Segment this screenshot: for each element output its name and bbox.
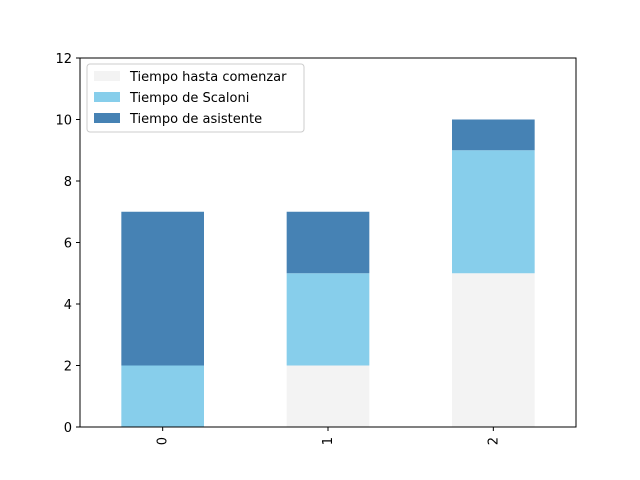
- bar-0-series-1: [121, 365, 204, 427]
- bar-0-series-2: [121, 211, 204, 366]
- legend-swatch: [94, 92, 120, 102]
- legend-label: Tiempo de Scaloni: [129, 91, 249, 106]
- legend-swatch: [94, 71, 120, 81]
- bar-1-series-1: [286, 273, 370, 366]
- bar-2-series-1: [452, 150, 535, 274]
- y-tick-label: 8: [64, 175, 72, 190]
- bar-2-series-0: [452, 273, 535, 427]
- y-tick-label: 2: [64, 360, 72, 375]
- x-tick-label: 2: [486, 437, 501, 445]
- x-tick-label: 1: [321, 437, 336, 445]
- bar-1-series-0: [286, 365, 370, 427]
- y-axis: 0 2 4 6 8 10 12: [55, 52, 80, 436]
- y-tick-label: 6: [64, 237, 72, 252]
- y-tick-label: 0: [64, 421, 72, 436]
- bar-1-series-2: [286, 211, 370, 274]
- bars-layer: [121, 119, 535, 427]
- x-tick-label: 0: [156, 437, 171, 445]
- legend-box: [86, 63, 305, 133]
- y-tick-label: 12: [55, 52, 72, 67]
- y-tick-label: 4: [64, 298, 72, 313]
- legend-label: Tiempo de asistente: [129, 112, 262, 127]
- legend-swatch: [94, 113, 120, 123]
- y-tick-label: 10: [55, 114, 72, 129]
- bar-2-series-2: [452, 119, 535, 151]
- plot-frame: [79, 57, 577, 428]
- legend-label: Tiempo hasta comenzar: [129, 70, 287, 85]
- legend: Tiempo hasta comenzar Tiempo de Scaloni Ti…: [86, 63, 305, 133]
- x-axis: 0 1 2: [156, 427, 501, 445]
